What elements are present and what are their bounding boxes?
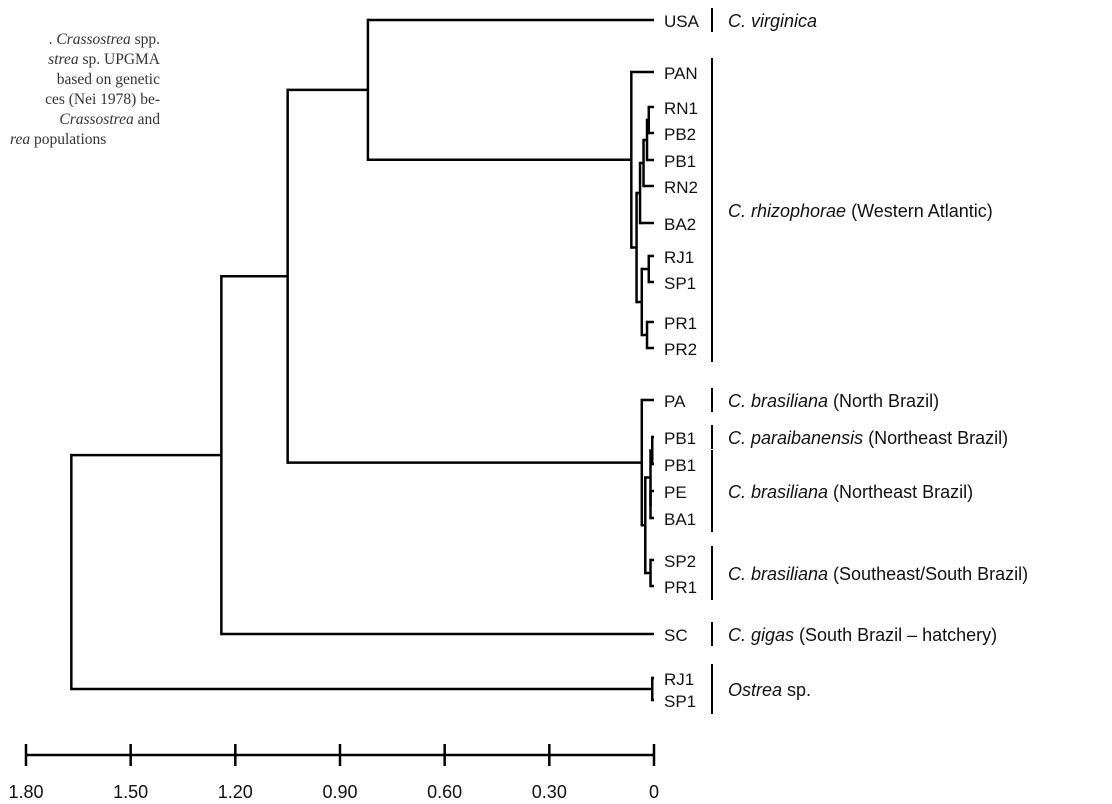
caption-text: Crassostrea — [56, 31, 131, 48]
caption-text: . — [48, 31, 57, 48]
leaf-label: RN1 — [664, 99, 698, 118]
caption-line: . Crassostrea spp. — [0, 30, 160, 50]
leaf-label: RN2 — [664, 178, 698, 197]
group-label-part: (North Brazil) — [828, 391, 939, 411]
scale-tick-label: 0 — [649, 782, 659, 802]
caption-text: Crassostrea — [59, 111, 134, 128]
leaf-label: PB1 — [664, 429, 696, 448]
leaf-label: PR1 — [664, 314, 697, 333]
caption-text: rea — [10, 131, 31, 148]
leaf-label: SP1 — [664, 274, 696, 293]
scale-tick-label: 0.30 — [532, 782, 567, 802]
group-label-part: Ostrea — [728, 680, 782, 700]
caption-line: strea sp. UPGMA — [0, 50, 160, 70]
figure-caption: . Crassostrea spp. strea sp. UPGMA based o… — [0, 30, 160, 150]
group-label: C. brasiliana (North Brazil) — [728, 391, 939, 411]
leaf-label: PAN — [664, 64, 698, 83]
caption-text: spp. — [130, 31, 160, 48]
group-label-part: (Northeast Brazil) — [863, 428, 1008, 448]
group-label-part: (Western Atlantic) — [846, 201, 993, 221]
leaf-label: BA2 — [664, 215, 696, 234]
group-label-part: (South Brazil – hatchery) — [794, 625, 997, 645]
group-label-part: C. gigas — [728, 625, 794, 645]
leaf-label: BA1 — [664, 510, 696, 529]
leaf-label: PR1 — [664, 578, 697, 597]
caption-text: based on genetic — [56, 71, 160, 88]
caption-text: ces (Nei 1978) be- — [45, 91, 160, 108]
group-label: C. paraibanensis (Northeast Brazil) — [728, 428, 1008, 448]
leaf-label: PA — [664, 392, 686, 411]
leaf-label: SP2 — [664, 552, 696, 571]
leaf-label: SC — [664, 626, 688, 645]
group-label-part: C. rhizophorae — [728, 201, 846, 221]
caption-line: rea populations — [0, 130, 160, 150]
scale-tick-label: 0.60 — [427, 782, 462, 802]
leaf-label: PE — [664, 483, 687, 502]
leaf-label: RJ1 — [664, 670, 694, 689]
group-label-part: C. paraibanensis — [728, 428, 863, 448]
group-label-part: (Northeast Brazil) — [828, 482, 973, 502]
group-label-part: C. brasiliana — [728, 391, 828, 411]
group-label-part: (Southeast/South Brazil) — [828, 564, 1028, 584]
group-label-part: sp. — [782, 680, 811, 700]
scale-tick-label: 1.50 — [113, 782, 148, 802]
scale-tick-label: 1.80 — [8, 782, 43, 802]
leaf-label: PR2 — [664, 340, 697, 359]
group-label: C. rhizophorae (Western Atlantic) — [728, 201, 993, 221]
caption-line: Crassostrea and — [0, 110, 160, 130]
group-label: C. brasiliana (Northeast Brazil) — [728, 482, 973, 502]
group-label-part: C. virginica — [728, 11, 817, 31]
group-label: Ostrea sp. — [728, 680, 811, 700]
caption-line: based on genetic — [0, 70, 160, 90]
leaf-label: PB1 — [664, 456, 696, 475]
caption-text: sp. UPGMA — [78, 51, 160, 68]
caption-text: strea — [48, 51, 79, 68]
leaf-label: RJ1 — [664, 248, 694, 267]
caption-text: and — [133, 111, 160, 128]
leaf-label: PB1 — [664, 152, 696, 171]
group-label-part: C. brasiliana — [728, 564, 828, 584]
group-label: C. gigas (South Brazil – hatchery) — [728, 625, 997, 645]
group-label-part: C. brasiliana — [728, 482, 828, 502]
leaf-label: SP1 — [664, 692, 696, 711]
caption-text: populations — [30, 131, 107, 148]
scale-tick-label: 1.20 — [218, 782, 253, 802]
group-label: C. brasiliana (Southeast/South Brazil) — [728, 564, 1028, 584]
scale-tick-label: 0.90 — [322, 782, 357, 802]
leaf-label: PB2 — [664, 125, 696, 144]
caption-line: ces (Nei 1978) be- — [0, 90, 160, 110]
leaf-label: USA — [664, 12, 700, 31]
group-label: C. virginica — [728, 11, 817, 31]
